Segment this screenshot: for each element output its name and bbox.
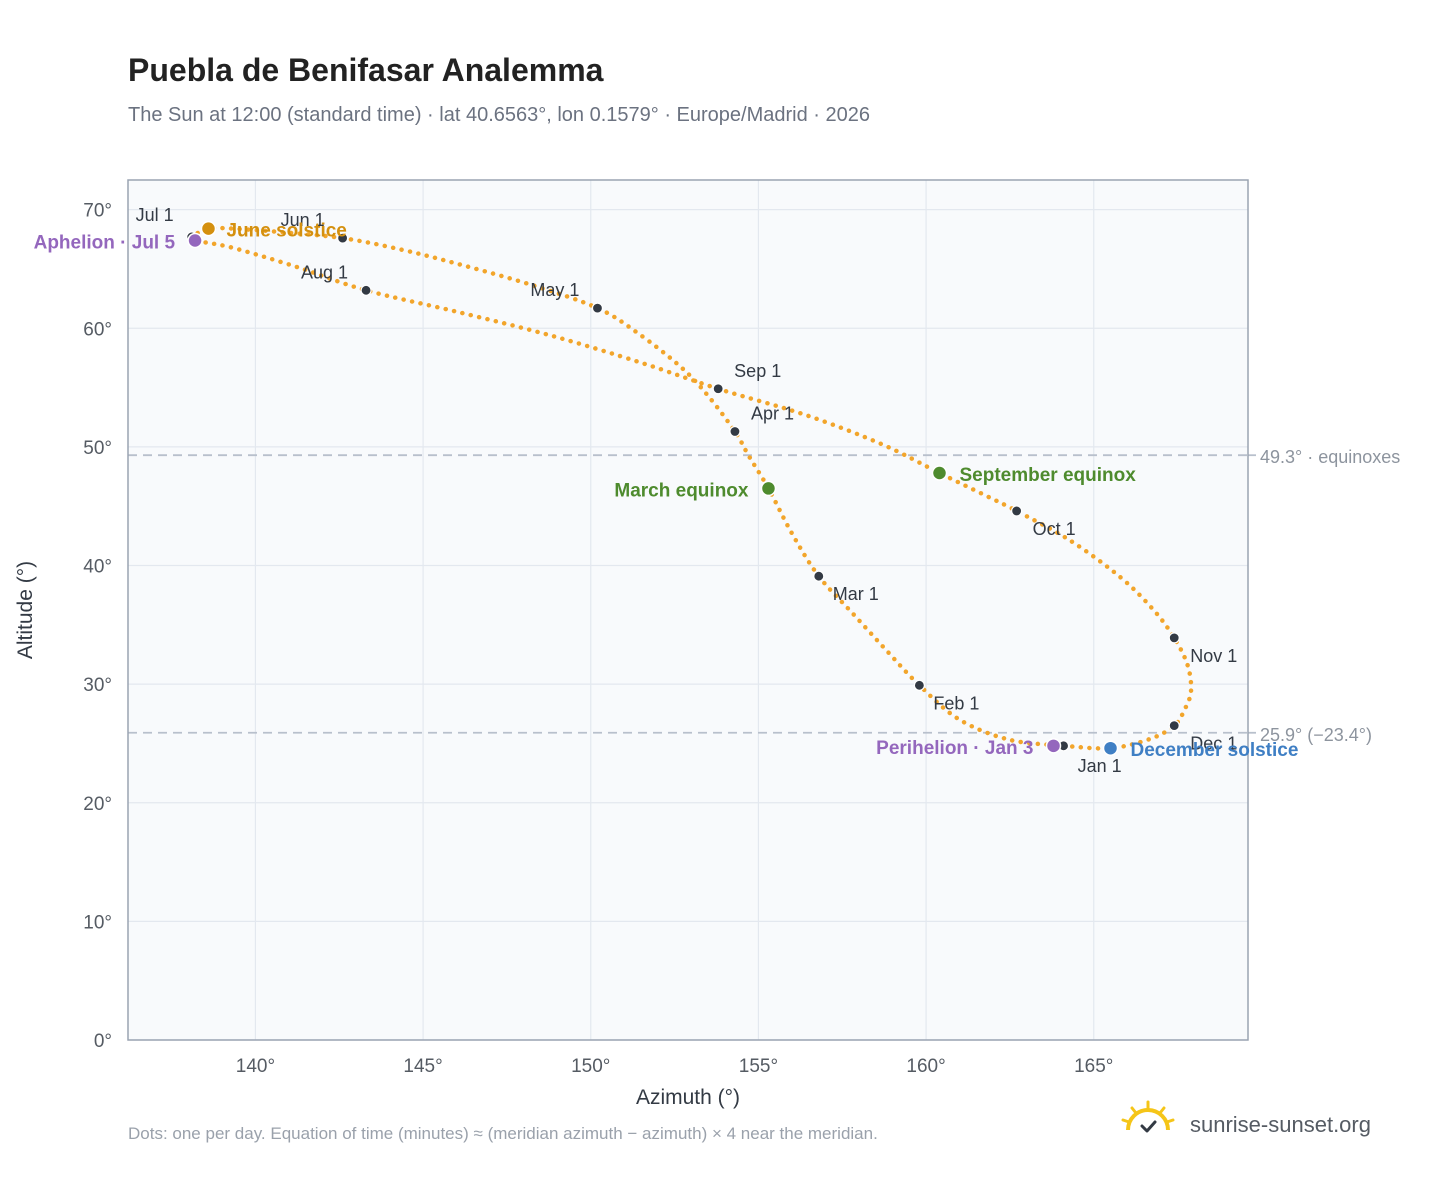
event-markers: June solstice Aphelion · Jul 5 March equin… [34, 221, 1299, 762]
plot-border [127, 179, 1249, 1041]
y-tick-label: 20° [83, 794, 112, 815]
month-label: Sep 1 [734, 361, 781, 381]
y-tick-label: 0° [94, 1031, 112, 1052]
event-marker [760, 480, 777, 497]
month-label: Jan 1 [1078, 756, 1122, 776]
reference-line-label: 49.3° · equinoxes [1260, 447, 1400, 467]
event-marker [1045, 738, 1062, 754]
month-label: Mar 1 [833, 584, 879, 604]
event-label: September equinox [959, 465, 1136, 486]
month-marker [591, 302, 604, 314]
y-axis-ticks: 0° 10° 20° 30° 40° 50° 60° 70° [83, 201, 112, 1052]
reference-line-label: 25.9° (−23.4°) [1260, 725, 1372, 745]
month-marker [1168, 632, 1180, 644]
x-tick-label: 160° [906, 1056, 945, 1077]
footnote: Dots: one per day. Equation of time (min… [128, 1124, 878, 1143]
event-label: December solstice [1131, 740, 1299, 761]
y-tick-label: 40° [83, 557, 112, 578]
event-label: June solstice [226, 221, 346, 242]
month-marker [813, 570, 825, 582]
month-markers: Jan 1 Feb 1 Mar 1 Apr 1 May 1 Jun 1 Jul 1 Aug 1… [136, 205, 1238, 776]
x-tick-label: 150° [571, 1056, 610, 1077]
plot-area [128, 180, 1248, 1040]
x-axis-label: Azimuth (°) [636, 1086, 740, 1109]
y-axis-label: Altitude (°) [14, 561, 37, 659]
y-tick-label: 60° [83, 319, 112, 340]
event-label: March equinox [614, 480, 749, 501]
month-label: Apr 1 [751, 403, 794, 423]
month-label: Jul 1 [136, 205, 174, 225]
y-tick-label: 10° [83, 912, 112, 933]
event-label: Perihelion · Jan 3 [876, 738, 1033, 759]
y-tick-label: 70° [83, 201, 112, 222]
chart-title: Puebla de Benifasar Analemma [128, 52, 604, 88]
month-label: Nov 1 [1190, 646, 1237, 666]
event-marker [187, 232, 203, 249]
month-label: Oct 1 [1033, 519, 1076, 539]
month-label: Feb 1 [933, 693, 979, 713]
month-marker [1011, 505, 1023, 517]
month-marker [1168, 720, 1180, 732]
x-tick-label: 165° [1074, 1056, 1113, 1077]
brand-block[interactable]: sunrise-sunset.org [1120, 1100, 1390, 1150]
month-marker [913, 679, 925, 691]
y-tick-label: 50° [83, 438, 112, 459]
event-marker [1102, 740, 1119, 756]
month-label: May 1 [530, 280, 579, 300]
month-marker [729, 425, 741, 438]
month-label: Dec 1 [1190, 734, 1237, 754]
sun-logo-icon [1121, 1100, 1175, 1133]
x-axis-ticks: 140° 145° 150° 155° 160° 165° [236, 1056, 1114, 1077]
x-tick-label: 145° [403, 1056, 442, 1077]
month-marker [360, 284, 372, 296]
y-tick-label: 30° [83, 675, 112, 696]
event-marker [200, 220, 217, 237]
month-marker [712, 383, 724, 395]
reference-lines: 49.3° · equinoxes 25.9° (−23.4°) [128, 447, 1400, 745]
month-label: Aug 1 [301, 262, 348, 282]
x-tick-label: 140° [236, 1056, 275, 1077]
chart-subtitle: The Sun at 12:00 (standard time) · lat 4… [128, 104, 870, 126]
event-label: Aphelion · Jul 5 [34, 232, 176, 253]
month-marker [337, 232, 349, 244]
event-marker [931, 465, 948, 481]
brand-name[interactable]: sunrise-sunset.org [1190, 1112, 1371, 1137]
x-tick-label: 155° [739, 1056, 778, 1077]
month-label: Jun 1 [281, 210, 325, 230]
